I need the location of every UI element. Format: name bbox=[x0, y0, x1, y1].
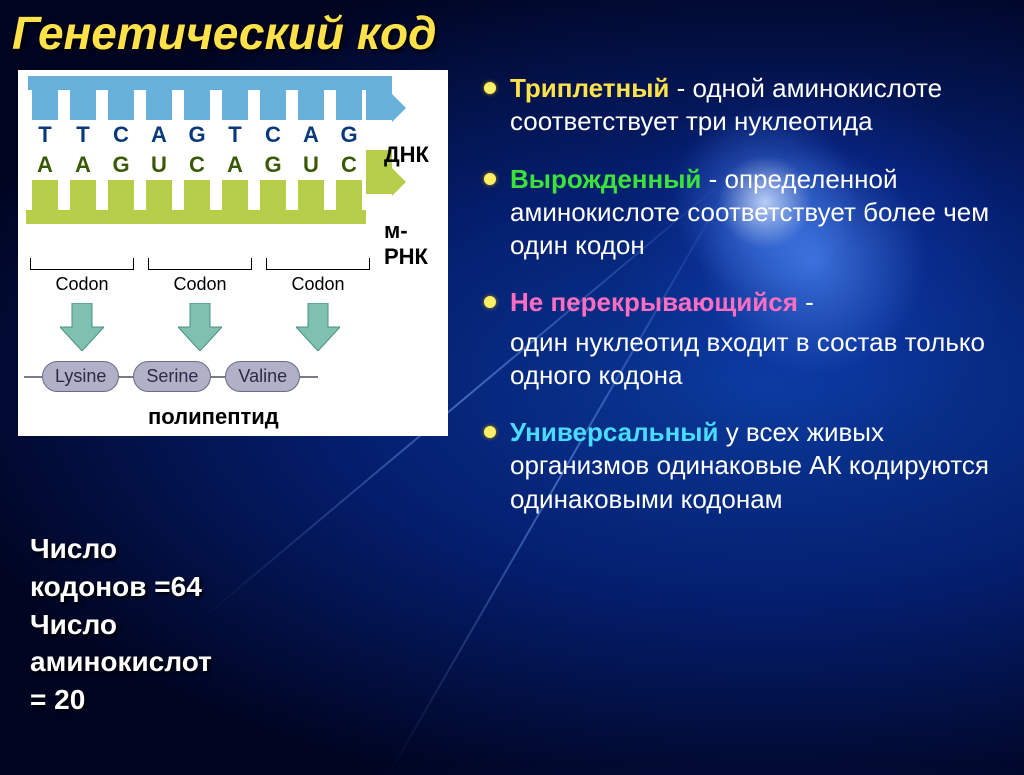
term-desc: - bbox=[798, 287, 814, 317]
polypeptide-chain: Lysine Serine Valine bbox=[24, 361, 442, 392]
slide-title: Генетический код bbox=[12, 6, 437, 60]
rna-base: A bbox=[64, 150, 102, 180]
bullet-triplet: Триплетный - одной аминокислоте соответс… bbox=[480, 72, 1010, 139]
arrows bbox=[30, 303, 442, 351]
dna-base: A bbox=[292, 120, 330, 150]
bullet-nonoverlapping-cont: один нуклеотид входит в состав только од… bbox=[480, 326, 1010, 393]
dna-base: C bbox=[254, 120, 292, 150]
polypeptide-label: полипептид bbox=[148, 404, 279, 430]
rna-base: C bbox=[178, 150, 216, 180]
amino-acid: Serine bbox=[133, 361, 211, 392]
bullet-degenerate: Вырожденный - определенной аминокислоте … bbox=[480, 163, 1010, 263]
stats-line: = 20 bbox=[30, 681, 212, 719]
rna-base: A bbox=[216, 150, 254, 180]
rna-label: м-РНК bbox=[384, 218, 448, 270]
stats-line: Число bbox=[30, 530, 212, 568]
properties-list: Триплетный - одной аминокислоте соответс… bbox=[480, 72, 1010, 540]
codon-label: Codon bbox=[30, 274, 134, 295]
dna-base: C bbox=[102, 120, 140, 150]
amino-acid: Lysine bbox=[42, 361, 119, 392]
bullet-universal: Универсальный у всех живых организмов од… bbox=[480, 416, 1010, 516]
codon-brackets: Codon Codon Codon bbox=[30, 258, 442, 295]
amino-acid: Valine bbox=[225, 361, 300, 392]
dna-bases: T T C A G T C A G bbox=[26, 120, 442, 150]
rna-base: U bbox=[292, 150, 330, 180]
codon-stats: Число кодонов =64 Число аминокислот = 20 bbox=[30, 530, 212, 719]
dna-label: ДНК bbox=[384, 142, 429, 168]
rna-base: G bbox=[102, 150, 140, 180]
genetic-code-diagram: T T C A G T C A G A A G U C A G U C bbox=[18, 70, 448, 436]
rna-base: U bbox=[140, 150, 178, 180]
term: Не перекрывающийся bbox=[510, 287, 798, 317]
dna-strand: T T C A G T C A G bbox=[26, 76, 442, 150]
dna-base: T bbox=[64, 120, 102, 150]
arrow-down-icon bbox=[30, 303, 134, 351]
term: Триплетный bbox=[510, 73, 669, 103]
bullet-nonoverlapping: Не перекрывающийся - bbox=[480, 286, 1010, 319]
rna-base: A bbox=[26, 150, 64, 180]
rna-base: G bbox=[254, 150, 292, 180]
arrow-down-icon bbox=[266, 303, 370, 351]
codon-label: Codon bbox=[148, 274, 252, 295]
stats-line: аминокислот bbox=[30, 643, 212, 681]
dna-base: T bbox=[216, 120, 254, 150]
rna-strand: A A G U C A G U C bbox=[26, 150, 442, 224]
codon-label: Codon bbox=[266, 274, 370, 295]
dna-base: G bbox=[178, 120, 216, 150]
rna-base: C bbox=[330, 150, 368, 180]
term-desc: один нуклеотид входит в состав только од… bbox=[510, 327, 985, 390]
dna-base: T bbox=[26, 120, 64, 150]
term: Универсальный bbox=[510, 417, 718, 447]
stats-line: Число bbox=[30, 606, 212, 644]
stats-line: кодонов =64 bbox=[30, 568, 212, 606]
dna-base: G bbox=[330, 120, 368, 150]
arrow-down-icon bbox=[148, 303, 252, 351]
dna-base: A bbox=[140, 120, 178, 150]
term: Вырожденный bbox=[510, 164, 701, 194]
